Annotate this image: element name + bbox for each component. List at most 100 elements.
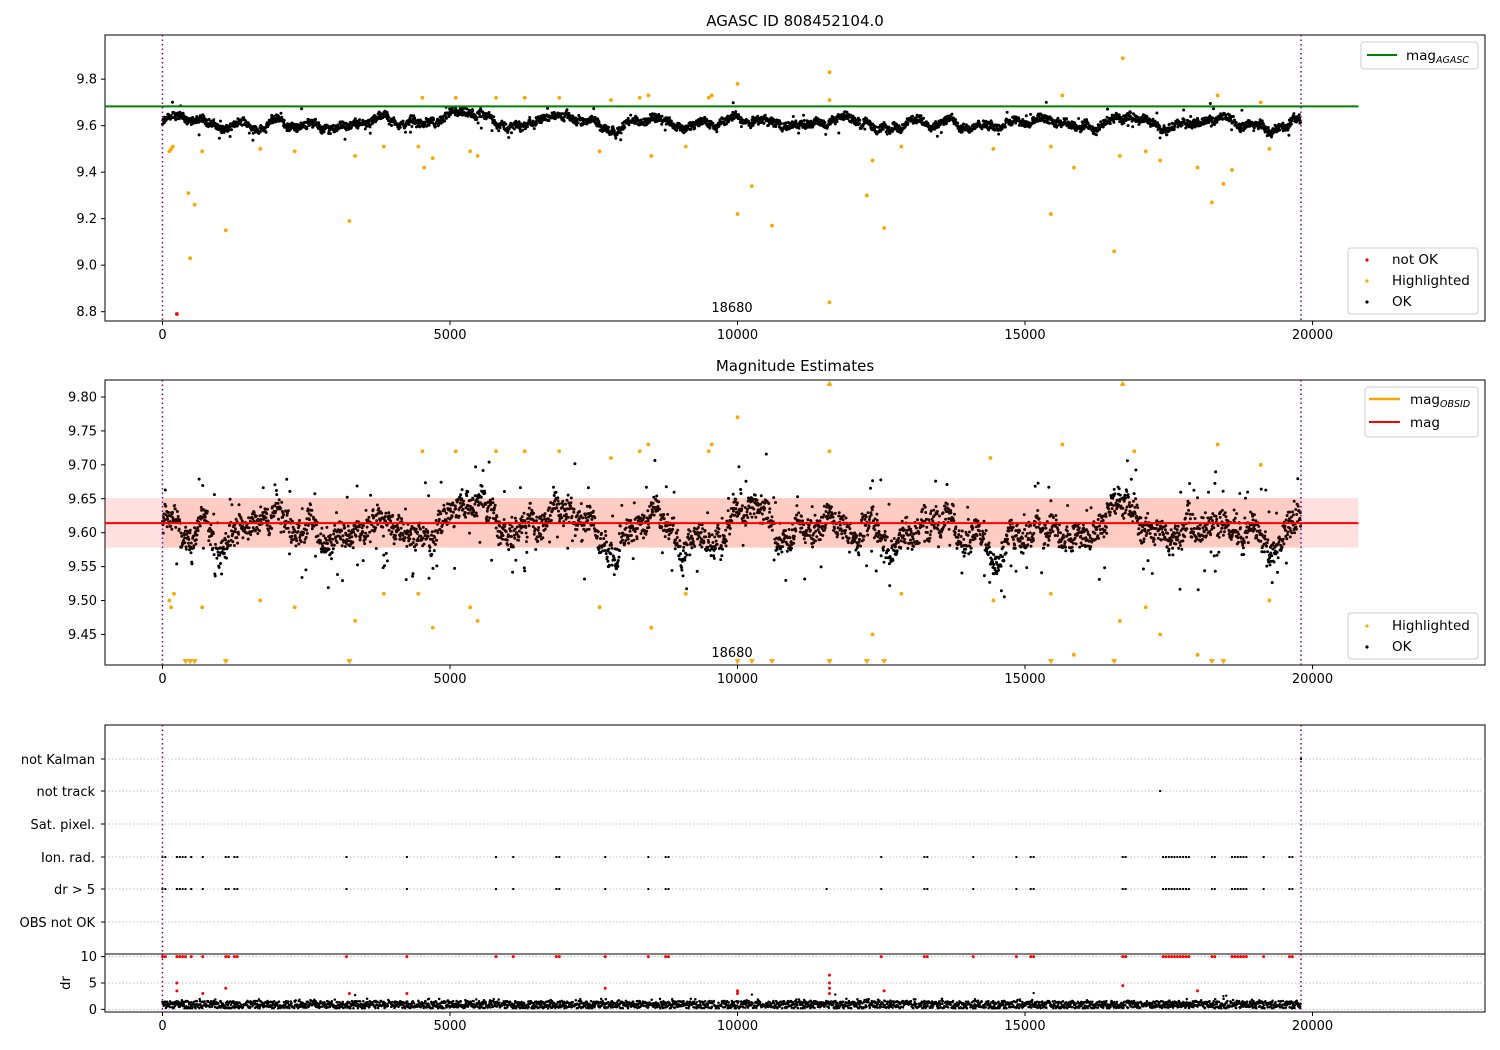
flag-point: [555, 856, 558, 858]
highlighted-offscale-marker: [769, 659, 775, 665]
dr-high-point: [1029, 955, 1033, 959]
y-tick-label: 5: [89, 977, 97, 992]
flag-point: [181, 888, 184, 890]
y-tick-label: 0: [89, 1003, 97, 1018]
highlighted-point: [416, 591, 421, 596]
flag-point: [1179, 888, 1182, 890]
highlighted-offscale-marker: [1208, 659, 1215, 665]
dr-high-point: [646, 955, 650, 959]
y-tick-label: 8.8: [76, 305, 97, 320]
flag-point: [1121, 856, 1124, 858]
x-tick-label: 5000: [433, 672, 466, 687]
highlighted-point: [557, 449, 562, 454]
highlighted-point: [749, 184, 754, 189]
flag-point: [233, 856, 236, 858]
dr-high-point: [1014, 955, 1018, 959]
highlighted-point: [882, 226, 887, 230]
flag-point: [558, 888, 561, 890]
x-tick-label: 15000: [1004, 1019, 1045, 1034]
dr-high-point: [175, 989, 179, 993]
y-tick-label: 9.60: [68, 526, 97, 541]
flag-point: [201, 888, 204, 890]
panel-flags: not Kalman not track Sat. pixel. Ion. ra…: [20, 724, 1486, 955]
dr-high-point: [1210, 955, 1214, 959]
dr-high-point: [1032, 955, 1036, 959]
dr-high-point: [189, 955, 193, 959]
highlighted-point: [522, 95, 527, 100]
flag-point: [1210, 888, 1213, 890]
highlighted-point: [1215, 442, 1220, 447]
panel-title: AGASC ID 808452104.0: [706, 12, 884, 30]
dr-high-point: [227, 955, 231, 959]
flag-label-sat-pixel: Sat. pixel.: [31, 818, 95, 833]
flag-point: [345, 856, 348, 858]
legend-label-main: mag: [1406, 48, 1436, 64]
flag-point: [1239, 856, 1242, 858]
flag-point: [1162, 856, 1164, 858]
y-axis: 0 5 10: [80, 950, 105, 1018]
flag-point: [1213, 856, 1216, 858]
y-tick-label: 9.4: [76, 166, 97, 181]
dr-high-point: [235, 955, 239, 959]
highlighted-point: [1112, 249, 1117, 254]
y-axis: 9.45 9.50 9.55 9.60 9.65 9.70 9.75 9.80: [68, 390, 105, 643]
highlighted-point: [706, 95, 711, 100]
highlighted-offscale-marker: [182, 659, 189, 665]
dr-high-point: [1187, 955, 1191, 959]
panel-agasc: AGASC ID 808452104.0 0 5000 10000 15000 2000…: [76, 12, 1486, 343]
highlighted-offscale-marker: [1047, 659, 1054, 665]
flag-point: [1245, 856, 1248, 858]
flag-label-not-track: not track: [36, 785, 95, 800]
flag-point: [1187, 856, 1190, 858]
flag-point: [495, 856, 497, 858]
flag-point: [224, 856, 227, 858]
flag-point: [1164, 888, 1167, 890]
flag-point: [1167, 888, 1170, 890]
plot-layer: [105, 380, 1359, 665]
highlighted-point: [1060, 442, 1065, 447]
highlighted-point: [646, 442, 651, 447]
highlighted-point: [735, 81, 740, 86]
highlighted-point: [258, 598, 263, 603]
legend-marker-ok: [1365, 645, 1369, 649]
y-tick-label: 9.2: [76, 212, 97, 227]
flag-point: [647, 856, 650, 858]
dr-high-point: [347, 992, 351, 996]
flag-point: [1236, 856, 1239, 858]
flag-point: [1182, 856, 1185, 858]
highlighted-point: [1071, 652, 1076, 657]
flag-point: [1213, 888, 1216, 890]
flag-point: [667, 856, 670, 858]
highlighted-offscale-marker: [346, 659, 353, 665]
flag-point: [558, 856, 561, 858]
x-tick-label: 0: [158, 328, 166, 343]
highlighted-point: [292, 605, 297, 610]
y-tick-label: 9.70: [68, 458, 97, 473]
x-tick-label: 15000: [1004, 672, 1045, 687]
dr-high-point: [1230, 955, 1234, 959]
highlighted-point: [709, 93, 714, 98]
highlighted-point: [1120, 56, 1125, 61]
x-tick-label: 15000: [1004, 328, 1045, 343]
flag-point: [178, 888, 181, 890]
dr-high-point: [1121, 955, 1125, 959]
legend-frame: [1360, 41, 1479, 70]
flag-point: [1231, 888, 1233, 890]
highlighted-point: [381, 144, 386, 149]
flag-point: [1233, 888, 1236, 890]
dr-high-point: [828, 981, 831, 985]
dr-high-point: [1233, 955, 1237, 959]
dr-high-point: [603, 955, 607, 959]
flag-point: [1179, 856, 1182, 858]
legend-label-main: mag: [1410, 392, 1440, 408]
flag-point: [604, 888, 607, 890]
flag-point: [1167, 856, 1170, 858]
highlighted-point: [706, 449, 711, 454]
highlighted-point: [475, 618, 480, 623]
highlighted-point: [347, 219, 352, 223]
highlighted-point: [1258, 100, 1263, 105]
flag-point: [1124, 856, 1127, 858]
highlighted-point: [1117, 154, 1122, 158]
flag-point: [1159, 790, 1162, 792]
legend-marker-not-ok: [1365, 258, 1369, 262]
